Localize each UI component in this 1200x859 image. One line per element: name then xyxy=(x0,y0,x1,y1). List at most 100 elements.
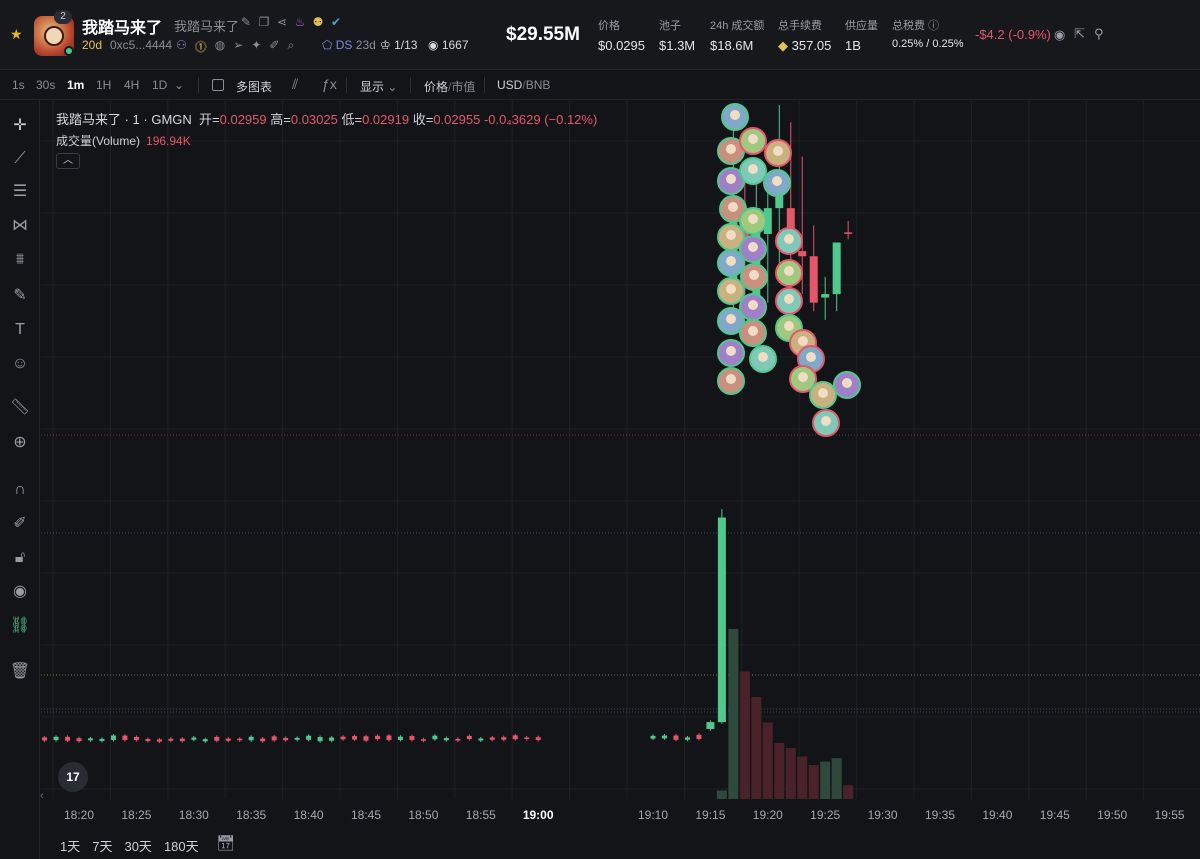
market-cap: $29.55M xyxy=(506,24,580,45)
share-icon[interactable]: ⋖ xyxy=(276,15,288,29)
external-link-icon[interactable]: ⇱ xyxy=(1074,26,1085,41)
edit-icon[interactable]: ✎ xyxy=(240,15,252,29)
edit-link-icon[interactable]: ✐ xyxy=(269,38,280,52)
lock-icon[interactable]: 🔓︎ xyxy=(14,549,26,566)
collapse-legend-button[interactable]: ︿ xyxy=(56,153,80,169)
candle-body xyxy=(524,737,530,739)
time-tick-label: 19:45 xyxy=(1039,808,1070,822)
holders-count: ♔ 1/13 xyxy=(380,38,418,52)
people-icon[interactable]: ⚇ xyxy=(176,38,187,52)
candle-body xyxy=(87,738,93,741)
ds-label: DS xyxy=(335,38,353,52)
pin-icon[interactable]: ⚲ xyxy=(1094,26,1104,41)
ds-value: 23d xyxy=(355,38,376,52)
twitter-icon[interactable]: ✦ xyxy=(251,38,262,52)
multi-chart-checkbox[interactable] xyxy=(212,79,224,91)
time-tick-label: 18:20 xyxy=(63,808,95,822)
change-value: -0.0₄3629 (−0.12%) xyxy=(483,112,598,127)
candle-body xyxy=(271,736,277,741)
search-icon[interactable]: ⌕ xyxy=(287,38,295,52)
trader-avatar-icon xyxy=(739,157,767,185)
price-change: -$4.2 (-0.9%) xyxy=(975,27,1051,42)
candle-body xyxy=(696,734,702,739)
calendar-icon[interactable]: 📅︎ xyxy=(216,835,236,852)
fire-icon[interactable]: ♨ xyxy=(294,15,306,29)
trader-avatar-icon xyxy=(812,409,840,437)
brush-icon[interactable]: ✎ xyxy=(13,287,27,304)
range-1d[interactable]: 1天 xyxy=(60,839,81,854)
watch-icon[interactable]: ◉ xyxy=(1054,27,1066,42)
stat-total-fees: 总手续费 ◆ 357.05 xyxy=(778,17,831,54)
price-mcap-toggle[interactable]: 价格/市值 xyxy=(424,80,476,94)
timeframe-1d[interactable]: 1D xyxy=(152,78,168,92)
warning-icon[interactable]: ⓵ xyxy=(194,40,207,54)
telegram-icon[interactable]: ➢ xyxy=(233,38,244,52)
range-180d[interactable]: 180天 xyxy=(163,839,199,854)
globe-icon[interactable]: ◍ xyxy=(214,38,226,52)
help-icon[interactable]: ⓘ xyxy=(928,20,940,32)
candle-body xyxy=(386,735,392,740)
timeframe-1s[interactable]: 1s xyxy=(12,78,25,92)
candle-body xyxy=(501,737,507,740)
indicators-icon[interactable]: ƒx xyxy=(322,76,337,92)
trader-avatar-icon xyxy=(717,307,745,335)
favorite-star-icon[interactable]: ★ xyxy=(10,26,23,42)
candle-body xyxy=(798,251,807,257)
link-icon[interactable]: ⛓︎ xyxy=(9,617,31,634)
timeframe-4h[interactable]: 4H xyxy=(124,78,140,92)
price-option: 价格 xyxy=(424,80,449,94)
holders-value: 1/13 xyxy=(394,38,418,52)
dexscreener-badge[interactable]: ⬠ DS 23d xyxy=(322,38,376,52)
crosshair-icon[interactable]: ✛ xyxy=(13,117,27,134)
timeframe-30s[interactable]: 30s xyxy=(36,78,56,92)
verified-icon[interactable]: ✔ xyxy=(330,15,342,29)
scroll-left-icon[interactable]: ‹ xyxy=(40,790,44,802)
candle-body xyxy=(409,736,415,740)
candle-body xyxy=(673,735,679,740)
ruler-icon[interactable]: 📏︎ xyxy=(9,399,31,416)
eye-icon[interactable]: ◉ xyxy=(13,583,27,600)
measure-lines-icon[interactable]: ⩩ xyxy=(15,251,25,268)
tradingview-logo[interactable]: 17 xyxy=(58,762,88,792)
time-axis[interactable]: 18:20 18:25 18:30 18:35 18:40 18:45 18:50 18:55… xyxy=(41,800,1200,830)
text-icon[interactable]: T xyxy=(15,321,25,338)
time-tick-label: 18:50 xyxy=(408,808,439,822)
volume-bar xyxy=(808,765,819,799)
trendline-icon[interactable]: ⟋ xyxy=(14,150,26,167)
magnet-icon[interactable]: ∩ xyxy=(14,481,26,498)
horizontal-lines-icon[interactable]: ☰ xyxy=(12,183,28,200)
volume-bar xyxy=(774,742,785,799)
time-tick-label: 19:35 xyxy=(924,808,956,822)
trash-icon[interactable]: 🗑︎ xyxy=(9,663,31,680)
candle-type-icon[interactable]: ⫽ xyxy=(292,76,299,92)
group-icon[interactable]: ⚉ xyxy=(312,15,324,29)
stat-label: 池子 xyxy=(659,20,681,32)
multi-chart-label[interactable]: 多图表 xyxy=(236,80,273,94)
chart-grid xyxy=(41,101,1200,799)
time-tick-label: 18:25 xyxy=(121,808,152,822)
range-30d[interactable]: 30天 xyxy=(124,839,152,854)
time-tick-label: 18:35 xyxy=(236,808,267,822)
token-header: ★ 2 我踏马来了 我踏马来了 ✎ ❐ ⋖ ♨ ⚉ ✔ 20d 0xc5...4… xyxy=(0,0,1200,70)
divider xyxy=(484,77,485,93)
copy-icon[interactable]: ❐ xyxy=(258,15,270,29)
candle-body xyxy=(122,735,128,741)
zoom-in-icon[interactable]: ⊕ xyxy=(13,434,27,451)
candle-body xyxy=(763,208,772,234)
legend-symbol: 我踏马来了 · 1 · GMGN xyxy=(56,112,192,127)
lock-drawing-icon[interactable]: ✐ xyxy=(13,515,27,532)
timeframe-1m[interactable]: 1m xyxy=(67,78,85,92)
time-tick-label: 19:40 xyxy=(982,808,1013,822)
emoji-icon[interactable]: ☺ xyxy=(11,355,29,372)
range-7d[interactable]: 7天 xyxy=(92,839,113,854)
timeframe-1h[interactable]: 1H xyxy=(96,78,112,92)
candlestick-chart[interactable] xyxy=(41,101,1200,799)
timeframe-dropdown-icon[interactable]: ⌄ xyxy=(174,78,185,92)
stat-label: 总税费 ⓘ xyxy=(892,17,964,33)
display-menu[interactable]: 显示 ⌄ xyxy=(360,78,397,95)
trader-avatar-icon xyxy=(717,367,745,395)
contract-address[interactable]: 0xc5...4444 xyxy=(110,38,173,52)
currency-toggle[interactable]: USD/BNB xyxy=(497,78,551,92)
stat-value: $18.6M xyxy=(710,38,754,53)
pattern-icon[interactable]: ⋈ xyxy=(12,217,28,234)
